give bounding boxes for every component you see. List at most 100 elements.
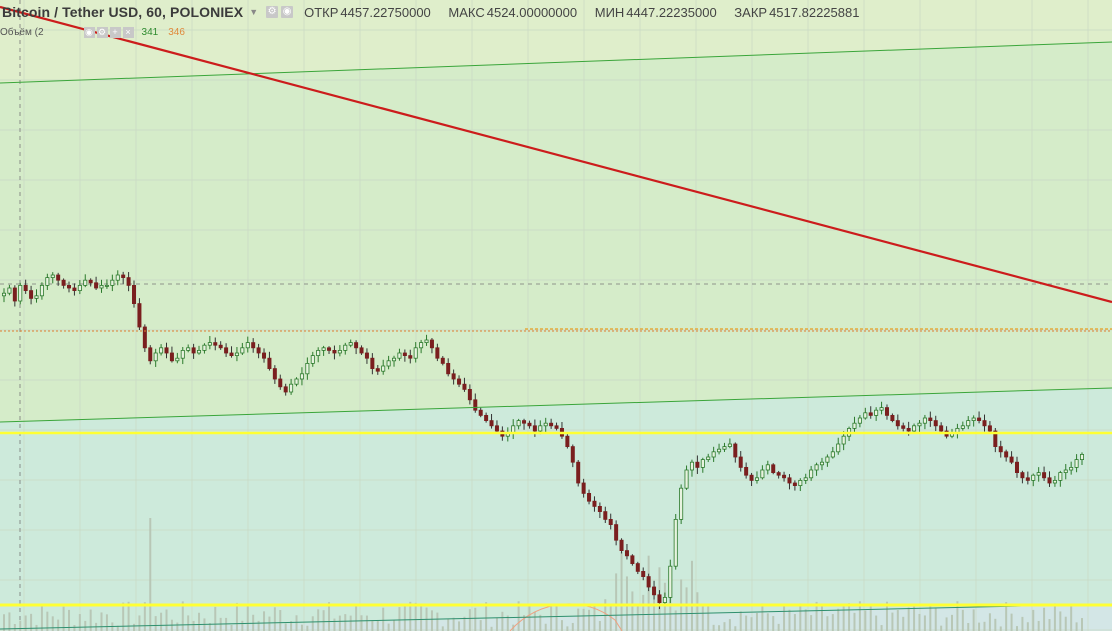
volume-bar — [858, 601, 861, 631]
volume-bar — [647, 555, 650, 631]
volume-bar — [458, 621, 461, 631]
candle-body — [381, 365, 386, 372]
volume-bar — [718, 625, 721, 631]
candle-body — [164, 347, 169, 354]
candle-body — [901, 425, 906, 429]
volume-bar — [241, 620, 244, 631]
volume-bar — [755, 612, 758, 631]
candle-body — [917, 422, 922, 427]
candle-body — [115, 274, 120, 281]
lower-channel-line — [0, 387, 1112, 423]
volume-bar — [355, 605, 358, 631]
settings-icon[interactable]: ⚙ — [266, 6, 279, 18]
volume-bar — [306, 625, 309, 631]
volume-bar — [728, 619, 731, 631]
volume-bar — [187, 615, 190, 631]
volume-bar — [810, 615, 813, 631]
volume-bar — [474, 607, 477, 631]
volume-bar — [696, 592, 699, 631]
volume-bar — [105, 614, 108, 631]
volume-bar — [864, 610, 867, 631]
volume-bar — [122, 602, 125, 631]
eye-icon[interactable]: ◉ — [83, 26, 95, 38]
candle-body — [180, 349, 185, 359]
volume-bar — [40, 604, 43, 631]
volume-label[interactable]: Объём (2 — [0, 26, 44, 38]
candle-body — [549, 422, 554, 427]
volume-bar — [1048, 619, 1051, 631]
volume-bar — [663, 582, 666, 631]
candle-body — [1063, 469, 1068, 473]
volume-bar — [918, 613, 921, 631]
candle-body — [711, 451, 716, 458]
candle-body — [1004, 451, 1009, 458]
volume-bar — [338, 615, 341, 631]
candle-body — [825, 456, 830, 463]
candle-body — [597, 505, 602, 512]
volume-bar — [1037, 620, 1040, 631]
volume-bar — [409, 601, 412, 631]
volume-bar — [360, 615, 363, 631]
volume-bar — [1015, 626, 1018, 631]
candle-body — [1074, 459, 1079, 468]
candle-body — [782, 474, 787, 479]
candle-body — [830, 451, 835, 458]
candle-body — [760, 469, 765, 479]
volume-bar — [414, 602, 417, 631]
volume-bar — [701, 605, 704, 631]
volume-bar — [225, 617, 228, 631]
volume-bar — [956, 601, 959, 631]
candle-body — [922, 417, 927, 424]
candle-body — [327, 347, 332, 351]
volume-bar — [804, 609, 807, 631]
volume-bar — [198, 612, 201, 631]
candle-body — [457, 378, 462, 385]
eye-icon[interactable]: ◉ — [281, 6, 294, 18]
candle-body — [419, 342, 424, 349]
volume-bar — [1032, 609, 1035, 631]
candle-body — [12, 287, 17, 302]
low-value: 4447.22235000 — [626, 4, 717, 20]
candle-body — [624, 550, 629, 557]
candle-body — [706, 456, 711, 460]
candle-body — [1025, 477, 1030, 481]
volume-bar — [793, 614, 796, 631]
settings-icon[interactable]: ⚙ — [96, 26, 108, 38]
volume-bar — [490, 626, 493, 631]
close-icon[interactable]: × — [122, 26, 134, 38]
volume-bar — [73, 625, 76, 631]
candle-body — [29, 290, 34, 299]
volume-bar — [653, 599, 656, 631]
candle-body — [83, 279, 88, 286]
volume-bar — [745, 615, 748, 631]
chevron-down-icon[interactable]: ▼ — [249, 7, 259, 17]
candle-body — [359, 347, 364, 354]
volume-bar — [100, 612, 103, 631]
volume-bar — [961, 609, 964, 631]
candle-body — [267, 357, 272, 370]
candle-body — [72, 287, 77, 291]
volume-bar — [620, 551, 623, 631]
symbol-title[interactable]: Bitcoin / Tether USD, 60, POLONIEX — [2, 4, 244, 20]
volume-bar — [685, 587, 688, 631]
candle-body — [478, 409, 483, 416]
candle-body — [987, 425, 992, 432]
volume-bar — [376, 620, 379, 631]
volume-bar — [528, 604, 531, 631]
candle-body — [543, 422, 548, 427]
volume-bar — [891, 612, 894, 631]
candle-body — [998, 446, 1003, 453]
candle-body — [608, 519, 613, 526]
candle-body — [126, 277, 131, 286]
candle-body — [1080, 453, 1085, 460]
plus-icon[interactable]: + — [109, 26, 121, 38]
high-value: 4524.00000000 — [486, 4, 578, 20]
candle-body — [1042, 472, 1047, 479]
candle-body — [852, 422, 857, 429]
volume-bar — [506, 615, 509, 631]
candle-body — [446, 362, 451, 375]
chart-header: Bitcoin / Tether USD, 60, POLONIEX ▼ ⚙ ◉… — [0, 0, 1112, 24]
candle-body — [402, 352, 407, 356]
